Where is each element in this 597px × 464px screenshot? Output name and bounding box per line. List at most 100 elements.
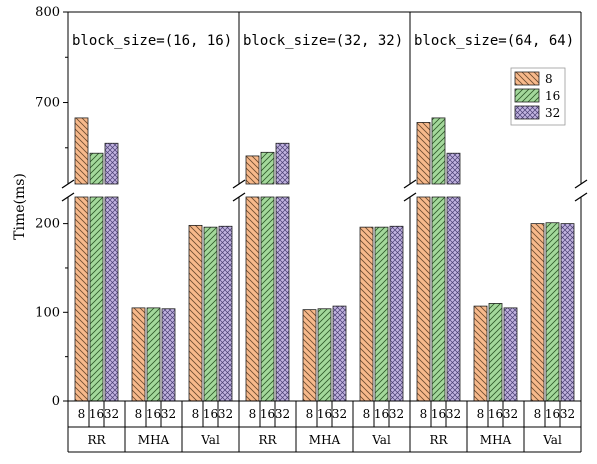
group-label: Val — [542, 433, 562, 447]
series-tick-label: 8 — [363, 407, 371, 421]
legend-swatch-16 — [514, 88, 540, 103]
series-tick-label: 16 — [203, 407, 218, 421]
series-tick-label: 32 — [332, 407, 347, 421]
axis-break-band — [54, 185, 595, 196]
break-mark — [574, 179, 588, 189]
bar-3-val-8 — [530, 223, 545, 402]
series-tick-label: 8 — [477, 407, 485, 421]
break-mark — [574, 192, 588, 202]
series-tick-label: 16 — [89, 407, 104, 421]
labels: 0 100 200 700 800 Time(ms) block_size=(16, 16)… — [12, 5, 575, 447]
legend: 8 16 32 — [510, 67, 566, 126]
y-axis-title: Time(ms) — [12, 173, 28, 240]
series-tick-label: 8 — [78, 407, 86, 421]
series-tick-label: 16 — [488, 407, 503, 421]
bar-3-rr-8-lower — [416, 196, 431, 402]
bar-2-rr-16-lower — [260, 196, 275, 402]
group-label: RR — [429, 433, 448, 447]
group-label: RR — [87, 433, 106, 447]
bar-2-val-8 — [359, 226, 374, 402]
bar-3-mha-8 — [473, 305, 488, 402]
series-tick-label: 32 — [560, 407, 575, 421]
bar-2-mha-32 — [332, 305, 347, 402]
legend-swatch-32 — [514, 105, 540, 120]
legend-label-8: 8 — [545, 72, 553, 86]
group-label: Val — [200, 433, 220, 447]
bar-1-mha-16 — [146, 307, 161, 402]
series-tick-label: 16 — [260, 407, 275, 421]
bar-2-rr-8-lower — [245, 196, 260, 402]
legend-label-32: 32 — [545, 106, 560, 120]
bar-3-rr-16-lower — [431, 196, 446, 402]
bar-1-mha-8 — [131, 307, 146, 402]
bars — [74, 117, 575, 402]
series-tick-label: 32 — [275, 407, 290, 421]
bar-2-rr-8 — [245, 155, 260, 185]
y-tick-label: 700 — [35, 96, 60, 111]
group-label: MHA — [480, 433, 512, 447]
legend-swatch-8 — [514, 71, 540, 86]
bar-1-rr-8 — [74, 117, 89, 185]
bar-1-rr-16-lower — [89, 196, 104, 402]
bar-3-rr-32-lower — [446, 196, 461, 402]
series-tick-label: 32 — [389, 407, 404, 421]
group-label: MHA — [309, 433, 341, 447]
series-tick-label: 8 — [306, 407, 314, 421]
bar-1-rr-32 — [104, 142, 119, 185]
bar-2-val-32 — [389, 225, 404, 402]
bar-1-rr-32-lower — [104, 196, 119, 402]
bar-3-mha-16 — [488, 303, 503, 402]
panel-title: block_size=(32, 32) — [243, 33, 403, 49]
series-tick-label: 8 — [249, 407, 257, 421]
break-mark — [232, 192, 246, 202]
series-tick-label: 16 — [431, 407, 446, 421]
bar-2-rr-32 — [275, 142, 290, 185]
legend-label-16: 16 — [545, 89, 560, 103]
series-tick-label: 16 — [317, 407, 332, 421]
group-label: RR — [258, 433, 277, 447]
bar-3-val-16 — [545, 222, 560, 402]
bar-1-mha-32 — [161, 308, 176, 402]
bar-1-val-32 — [218, 225, 233, 402]
break-mark — [403, 179, 417, 189]
bar-3-mha-32 — [503, 307, 518, 402]
bar-2-rr-32-lower — [275, 196, 290, 402]
series-tick-label: 8 — [192, 407, 200, 421]
panel-title: block_size=(64, 64) — [414, 33, 574, 49]
y-tick-label: 800 — [35, 5, 60, 20]
series-tick-label: 32 — [161, 407, 176, 421]
panel-title: block_size=(16, 16) — [72, 33, 232, 49]
bar-1-val-8 — [188, 224, 203, 402]
bar-1-rr-16 — [89, 152, 104, 185]
series-tick-label: 32 — [446, 407, 461, 421]
bar-3-rr-16 — [431, 117, 446, 185]
series-tick-label: 8 — [420, 407, 428, 421]
bar-1-val-16 — [203, 226, 218, 402]
break-mark — [403, 192, 417, 202]
series-tick-label: 8 — [534, 407, 542, 421]
series-tick-label: 32 — [503, 407, 518, 421]
bar-3-rr-32 — [446, 152, 461, 185]
series-tick-label: 16 — [146, 407, 161, 421]
y-tick-label: 0 — [52, 394, 60, 409]
bar-2-mha-16 — [317, 308, 332, 402]
break-mark — [61, 179, 75, 189]
series-tick-label: 32 — [218, 407, 233, 421]
bar-3-val-32 — [560, 223, 575, 402]
bar-1-rr-8-lower — [74, 196, 89, 402]
y-tick-label: 200 — [35, 217, 60, 232]
series-tick-label: 16 — [374, 407, 389, 421]
bar-2-mha-8 — [302, 309, 317, 402]
break-mark — [232, 179, 246, 189]
bar-2-val-16 — [374, 226, 389, 402]
series-tick-label: 32 — [104, 407, 119, 421]
series-tick-label: 8 — [135, 407, 143, 421]
panel-dividers — [238, 12, 411, 401]
bar-3-rr-8 — [416, 122, 431, 185]
y-tick-label: 100 — [35, 305, 60, 320]
group-label: Val — [371, 433, 391, 447]
bar-2-rr-16 — [260, 151, 275, 185]
group-label: MHA — [138, 433, 170, 447]
break-mark — [61, 192, 75, 202]
